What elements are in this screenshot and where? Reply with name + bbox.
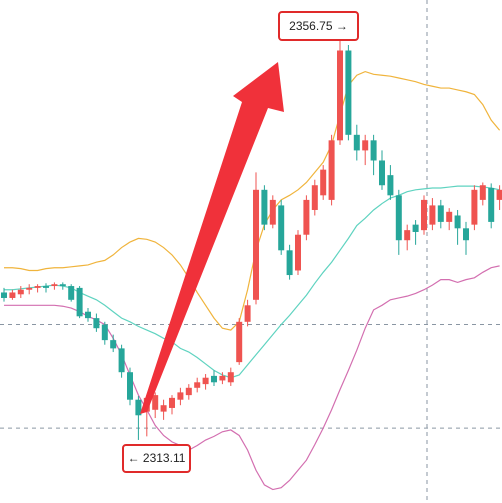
candle-body — [370, 140, 377, 161]
candle-body — [34, 286, 41, 288]
candle-body — [479, 185, 486, 200]
candle-body — [295, 234, 301, 271]
candle-body — [429, 205, 436, 225]
candle-layer — [1, 39, 502, 440]
candle-body — [93, 318, 100, 329]
candle-body — [286, 250, 293, 276]
candle-body — [437, 205, 444, 222]
candle-body — [412, 224, 419, 232]
annotation-text: ← 2313.11 — [128, 451, 186, 465]
candle-body — [43, 286, 49, 288]
candle-body — [463, 228, 469, 241]
candle-body — [169, 397, 175, 408]
high-annotation: 2356.75 → — [278, 11, 359, 41]
candle-body — [404, 230, 411, 241]
candle-body — [353, 134, 360, 151]
candle-body — [446, 211, 453, 222]
candle-body — [278, 205, 285, 251]
candle-body — [311, 185, 318, 210]
candle-body — [421, 199, 427, 231]
candle-body — [185, 387, 192, 396]
candle-body — [219, 375, 226, 381]
annotation-box — [122, 444, 191, 473]
candle-body — [379, 160, 385, 186]
candle-body — [496, 189, 502, 200]
candle-body — [202, 377, 209, 385]
candle-body — [118, 348, 125, 373]
candle-body — [26, 287, 33, 290]
candle-body — [488, 187, 495, 222]
candle-body — [17, 289, 24, 295]
candle-body — [269, 199, 276, 225]
candle-body — [320, 169, 327, 196]
candle-body — [177, 392, 184, 400]
candle-body — [337, 50, 343, 141]
candle-body — [68, 286, 75, 300]
candle-body — [101, 324, 108, 341]
low-annotation: ← 2313.11 — [122, 444, 191, 473]
candle-body — [9, 292, 16, 298]
candle-body — [135, 399, 142, 416]
candle-body — [236, 321, 243, 363]
candle-body — [261, 189, 268, 225]
trend-arrow — [140, 62, 284, 414]
candle-body — [471, 189, 478, 225]
annotation-box — [278, 11, 359, 41]
candle-body — [227, 372, 234, 383]
candle-body — [127, 372, 133, 400]
candle-body — [1, 292, 7, 298]
candle-body — [76, 287, 83, 317]
candle-body — [395, 195, 402, 241]
candle-body — [51, 284, 58, 287]
candle-body — [211, 375, 217, 383]
candle-body — [328, 140, 335, 200]
candle-body — [85, 311, 91, 319]
candle-body — [110, 340, 117, 349]
band-line — [4, 70, 501, 331]
candle-body — [387, 175, 394, 196]
candle-body — [303, 199, 310, 235]
candle-body — [59, 284, 66, 287]
candle-body — [362, 140, 369, 151]
band-line — [4, 185, 500, 379]
candle-body — [194, 382, 201, 388]
candle-body — [244, 305, 251, 322]
candle-body — [160, 405, 167, 412]
candle-body — [345, 50, 352, 135]
annotation-text: 2356.75 → — [289, 19, 348, 33]
candle-body — [152, 395, 159, 410]
candle-body — [253, 189, 259, 300]
candle-body — [454, 215, 461, 229]
